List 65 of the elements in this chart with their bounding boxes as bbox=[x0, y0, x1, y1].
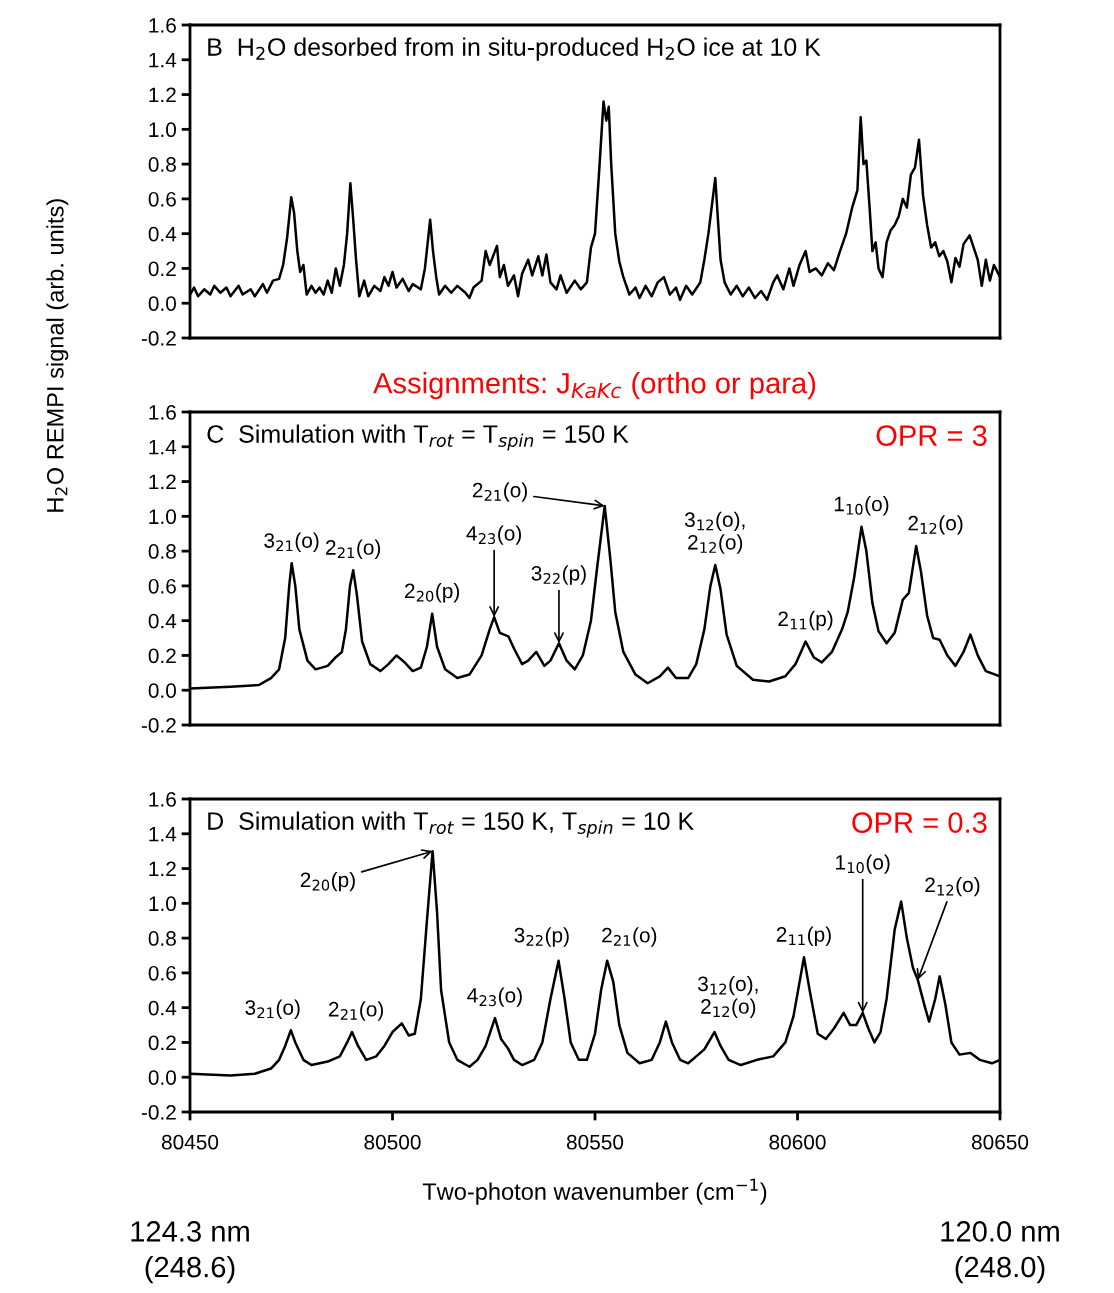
annotation: 2$_{21}$(o) bbox=[602, 927, 657, 947]
annotation: 2$_{21}$(o) bbox=[326, 539, 381, 559]
annotation: 4$_{23}$(o) bbox=[466, 525, 522, 545]
annotation: 3$_{12}$(o), 2$_{12}$(o) bbox=[698, 975, 758, 1018]
y-tick-label: 0.6 bbox=[148, 191, 176, 207]
annotation: 4$_{23}$(o) bbox=[467, 987, 522, 1007]
annotation: 3$_{12}$(o), 2$_{12}$(o) bbox=[684, 511, 745, 554]
x-tick-label: 80500 bbox=[364, 1134, 421, 1150]
annotation: 3$_{21}$(o) bbox=[264, 532, 319, 552]
y-tick-label: 1.6 bbox=[149, 18, 176, 33]
text: 120.0 nm (248.0) bbox=[941, 1221, 1059, 1284]
annotation: 2$_{20}$(p) bbox=[405, 583, 460, 603]
y-tick-label: 1.6 bbox=[149, 405, 176, 420]
y-tick-label: 0.8 bbox=[148, 544, 176, 559]
y-tick-label: 1.2 bbox=[149, 87, 176, 103]
y-tick-label: 0.6 bbox=[148, 965, 176, 981]
y-tick-label: 1.0 bbox=[149, 896, 176, 912]
y-tick-label: 1.4 bbox=[149, 826, 177, 842]
text: C Simulation with T$_{rot}$ = T$_{spin}$ = 150 K bbox=[207, 424, 629, 451]
y-tick-label: 0.2 bbox=[148, 648, 176, 664]
y-axis-title: H$_{2}$O REMPI signal (arb. units) bbox=[46, 199, 69, 512]
y-tick-label: 0.0 bbox=[148, 683, 176, 698]
y-tick-label: 0.0 bbox=[148, 1070, 176, 1085]
annotation: 2$_{21}$(o) bbox=[472, 482, 527, 502]
y-tick-label: 1.0 bbox=[149, 509, 176, 525]
y-tick-label: 0.8 bbox=[148, 157, 176, 172]
y-tick-label: 0.0 bbox=[148, 296, 176, 311]
y-tick-label: 0.4 bbox=[148, 613, 177, 629]
annotation: OPR = 3 bbox=[876, 425, 987, 446]
x-axis-title: Two-photon wavenumber (cm$^{−1}$) bbox=[422, 1178, 767, 1205]
annotation: 2$_{21}$(o) bbox=[328, 1001, 384, 1021]
y-tick-label: 1.4 bbox=[149, 439, 177, 455]
chart-title: B H$_{2}$O desorbed from in situ-produced H$_{2}$O ice at 10 K bbox=[208, 37, 821, 61]
y-tick-label: 1.4 bbox=[149, 52, 177, 68]
y-tick-label: -0.2 bbox=[141, 1105, 176, 1120]
x-tick-label: 80600 bbox=[769, 1134, 826, 1150]
annotation: 2$_{12}$(o) bbox=[925, 876, 980, 897]
annotation: 3$_{22}$(p) bbox=[531, 565, 586, 585]
y-tick-label: -0.2 bbox=[141, 331, 176, 346]
annotation: 1$_{10}$(o) bbox=[834, 496, 889, 516]
y-tick-label: 0.2 bbox=[148, 261, 176, 277]
y-tick-label: 0.4 bbox=[148, 226, 177, 242]
chart-subtitle: Assignments: J$_{KaKc}$ (ortho or para) bbox=[373, 372, 816, 400]
y-tick-label: 0.2 bbox=[148, 1035, 176, 1051]
y-tick-label: 1.0 bbox=[149, 122, 176, 138]
x-tick-label: 80450 bbox=[161, 1134, 219, 1150]
x-tick-label: 80550 bbox=[566, 1134, 624, 1150]
y-tick-label: 1.2 bbox=[149, 861, 176, 877]
annotation: 3$_{21}$(o) bbox=[245, 999, 300, 1019]
annotation: 2$_{12}$(o) bbox=[908, 515, 963, 535]
annotation: 2$_{11}$(p) bbox=[778, 610, 833, 631]
y-tick-label: 0.4 bbox=[148, 1000, 177, 1016]
annotation: OPR = 0.3 bbox=[852, 812, 987, 833]
annotation: 2$_{20}$(p) bbox=[300, 871, 355, 892]
x-tick-label: 80650 bbox=[971, 1134, 1029, 1150]
annotation: 1$_{10}$(o) bbox=[836, 854, 890, 874]
y-tick-label: -0.2 bbox=[141, 718, 176, 733]
text: 124.3 nm (248.6) bbox=[131, 1221, 249, 1284]
annotation: 3$_{22}$(p) bbox=[514, 927, 569, 947]
y-tick-label: 0.6 bbox=[148, 578, 176, 594]
y-tick-label: 0.8 bbox=[148, 931, 176, 946]
y-tick-label: 1.6 bbox=[149, 792, 176, 807]
y-tick-label: 1.2 bbox=[149, 474, 176, 490]
text: D Simulation with T$_{rot}$ = 150 K, T$_{spin}$ = 10 K bbox=[208, 811, 694, 838]
annotation: 2$_{11}$(p) bbox=[776, 926, 831, 946]
